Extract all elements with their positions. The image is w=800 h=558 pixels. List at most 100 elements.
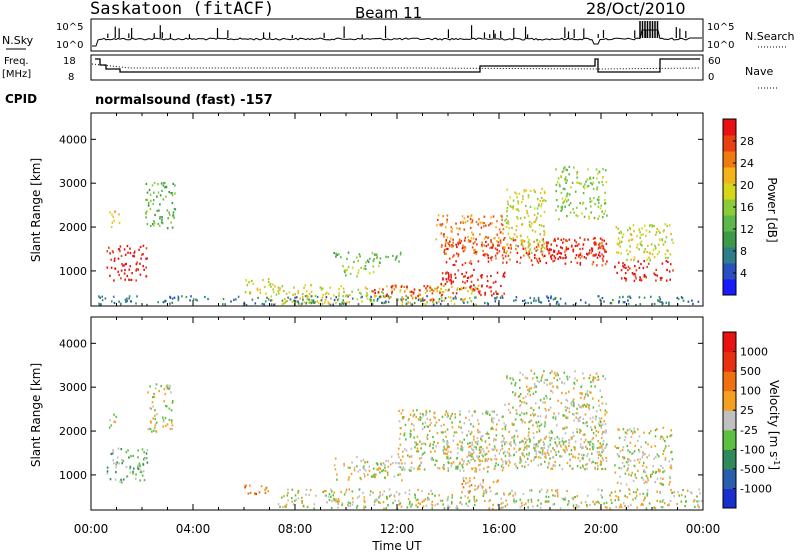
velocity-cell (494, 464, 497, 467)
velocity-cell (408, 493, 411, 496)
x-tick-label: 20:00 (584, 522, 619, 536)
power-cell (463, 249, 466, 252)
power-cell (602, 245, 605, 248)
power-cell (534, 220, 537, 223)
velocity-cell (437, 466, 439, 470)
power-cell (128, 278, 131, 281)
velocity-cell (600, 494, 602, 497)
power-cell (373, 299, 375, 302)
velocity-cell (530, 387, 532, 390)
velocity-cell (570, 449, 573, 452)
velocity-cell (621, 461, 624, 465)
power-cell (546, 295, 548, 298)
velocity-cell (493, 445, 496, 448)
velocity-cell (533, 382, 536, 385)
velocity-cell (121, 462, 124, 465)
power-cell (442, 291, 445, 294)
power-cell (599, 207, 602, 210)
power-cell (490, 246, 493, 249)
power-cell (471, 289, 474, 292)
power-cell (577, 254, 580, 257)
power-cell (540, 205, 542, 208)
power-cell (481, 245, 483, 248)
power-cell (489, 222, 492, 225)
power-cell (330, 297, 332, 300)
velocity-colorbar-swatch (723, 332, 736, 353)
power-cell (445, 278, 448, 281)
velocity-cell (117, 447, 120, 450)
velocity-cell (568, 407, 571, 410)
velocity-cell (112, 448, 114, 452)
velocity-cell (618, 455, 620, 458)
freq-trace (95, 58, 700, 73)
velocity-cell (387, 473, 389, 476)
velocity-cell (633, 427, 635, 430)
power-cell (583, 215, 586, 218)
velocity-cell (565, 416, 567, 419)
power-cell (328, 302, 330, 305)
velocity-cell (518, 379, 521, 382)
power-cell (497, 244, 499, 247)
velocity-cell (504, 505, 507, 508)
velocity-cell (297, 491, 299, 494)
velocity-cell (509, 377, 511, 380)
velocity-cell (401, 416, 404, 419)
power-cell (666, 268, 668, 271)
velocity-cell (398, 447, 400, 450)
power-cell (537, 204, 540, 207)
velocity-cell (479, 483, 482, 486)
velocity-cell (435, 445, 437, 448)
power-ytick-label: 2000 (59, 221, 87, 234)
velocity-cell (344, 491, 347, 494)
power-cell (500, 284, 502, 287)
velocity-cell (419, 463, 421, 466)
velocity-cell (486, 466, 488, 469)
power-cell (384, 296, 386, 299)
velocity-cell (468, 491, 470, 494)
velocity-cell (575, 506, 578, 509)
power-cell (565, 181, 567, 184)
velocity-cell (477, 456, 479, 460)
power-cell (546, 244, 548, 247)
power-cell (657, 229, 660, 232)
power-cell (543, 247, 546, 250)
power-cell (172, 214, 174, 218)
power-cell (256, 289, 259, 292)
velocity-cell (432, 436, 434, 439)
power-cell (301, 296, 304, 299)
velocity-cell (601, 451, 603, 454)
velocity-cell (556, 444, 558, 447)
velocity-cell (584, 500, 587, 503)
velocity-cell (164, 424, 167, 427)
power-cell (337, 297, 340, 300)
power-cell (465, 286, 467, 289)
power-cell (653, 302, 656, 305)
velocity-cell (532, 424, 534, 427)
velocity-cell (637, 439, 639, 442)
power-cell (539, 214, 542, 217)
velocity-cell (134, 477, 137, 480)
velocity-cell (549, 397, 552, 401)
velocity-cell (609, 494, 612, 497)
power-cell (372, 265, 374, 268)
velocity-cell (375, 498, 378, 501)
power-cell (152, 199, 155, 202)
power-cell (267, 280, 270, 283)
velocity-cell (424, 443, 427, 446)
velocity-cell (600, 395, 603, 399)
power-cell (579, 202, 581, 205)
power-cell (261, 302, 264, 305)
velocity-cell (568, 390, 570, 393)
velocity-cell (614, 471, 617, 474)
velocity-cell (417, 466, 420, 469)
power-cell (496, 233, 499, 236)
power-cell (525, 189, 527, 192)
velocity-cell (122, 478, 125, 481)
power-cell (447, 296, 450, 299)
velocity-cell (596, 447, 599, 450)
velocity-cell (631, 471, 633, 474)
velocity-cell (572, 455, 574, 458)
velocity-cell (643, 431, 645, 434)
power-cell (601, 264, 604, 267)
velocity-cell (542, 401, 544, 404)
